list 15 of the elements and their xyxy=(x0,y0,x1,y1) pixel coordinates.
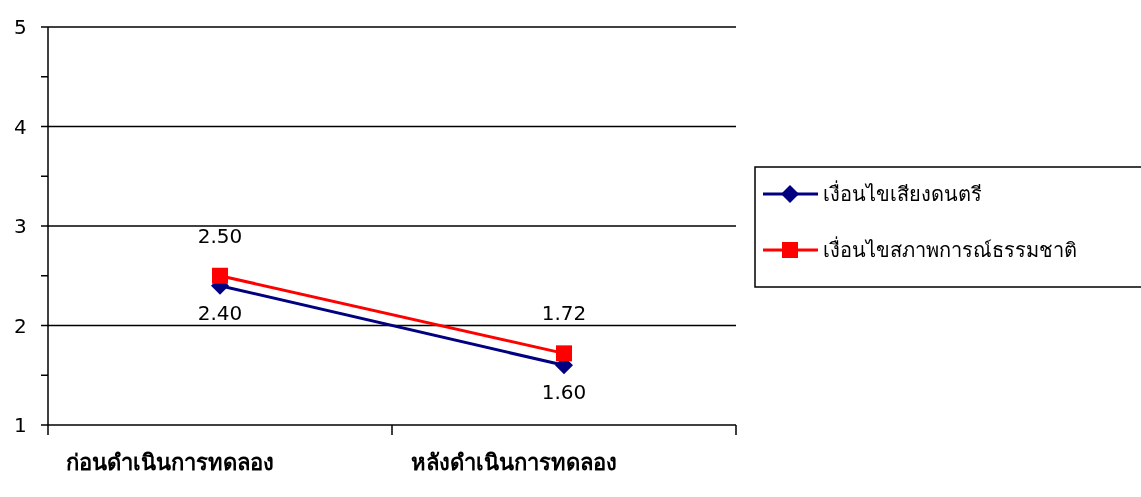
legend-label: เงื่อนไขสภาพการณ์ธรรมชาติ xyxy=(823,236,1077,262)
data-label: 2.50 xyxy=(197,223,243,248)
point xyxy=(556,345,572,362)
y-tick-label: 1 xyxy=(14,413,27,437)
y-tick-label: 3 xyxy=(14,214,27,238)
y-tick-label: 2 xyxy=(14,313,27,338)
data-label: 1.60 xyxy=(541,380,587,405)
legend-label: เงื่อนไขเสียงดนตรี xyxy=(823,180,982,206)
data-label: 2.40 xyxy=(197,300,243,325)
y-tick-label: 4 xyxy=(14,114,27,139)
x-tick-label: หลังดำเนินการทดลอง xyxy=(411,450,617,475)
point xyxy=(212,267,228,284)
y-tick-label: 5 xyxy=(14,15,27,39)
data-label: 1.72 xyxy=(541,301,587,326)
x-tick-label: ก่อนดำเนินการทดลอง xyxy=(66,450,274,475)
